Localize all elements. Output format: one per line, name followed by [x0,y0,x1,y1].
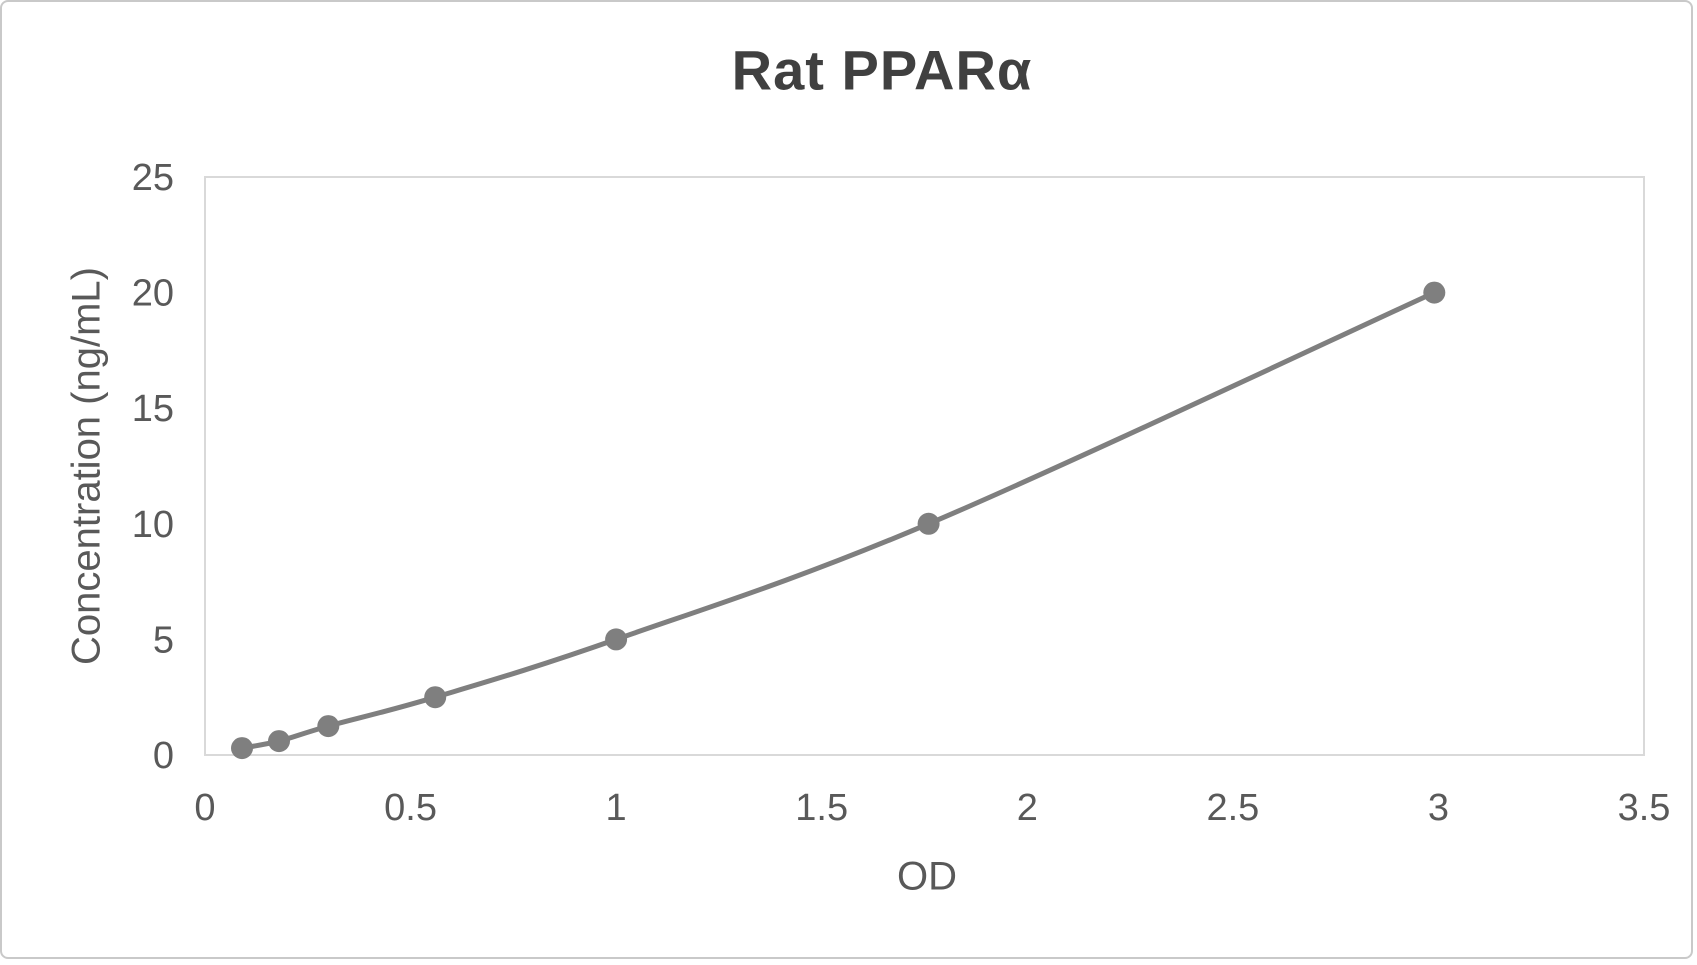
x-axis-title: OD [897,854,957,899]
y-tick-label: 10 [132,504,174,546]
y-tick-label: 25 [132,157,174,199]
data-point-marker [424,686,447,709]
chart-title: Rat PPARα [731,38,1033,102]
standard-curve-line [239,290,1437,751]
data-point-marker [317,715,340,738]
data-point-marker [917,512,940,535]
data-point-marker [268,730,290,753]
x-tick-label: 1.5 [795,787,848,829]
y-tick-label: 0 [153,735,174,777]
x-tick-label: 2.5 [1206,787,1259,829]
x-tick-label: 1 [606,787,627,829]
x-tick-label: 3.5 [1618,787,1671,829]
x-tick-label: 0 [194,787,215,829]
y-tick-label: 5 [153,619,174,661]
x-tick-label: 2 [1017,787,1038,829]
y-tick-label: 15 [132,388,174,430]
data-point-marker [231,737,253,760]
x-tick-label: 3 [1428,787,1449,829]
data-point-marker [1423,281,1446,304]
plot-border [204,176,1645,756]
data-point-marker [605,628,628,651]
x-tick-label: 0.5 [384,787,437,829]
y-tick-label: 20 [132,273,174,315]
